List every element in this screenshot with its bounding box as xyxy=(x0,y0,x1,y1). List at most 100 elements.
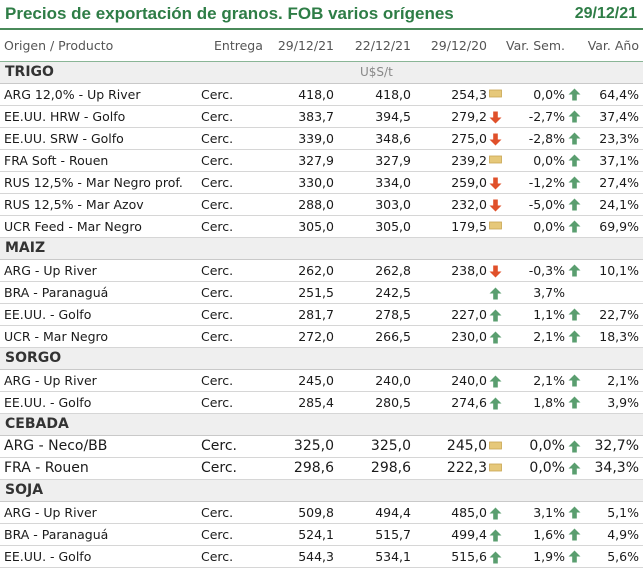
arrow-up-icon xyxy=(568,550,581,563)
arrow-down-icon xyxy=(489,111,502,124)
cell-price-d3: 239,2 xyxy=(451,153,487,168)
cell-entrega: Cerc. xyxy=(201,87,234,102)
cell-var-sem: 3,1% xyxy=(533,505,565,520)
cell-var-anio: 5,6% xyxy=(607,549,639,564)
title-bar: Precios de exportación de granos. FOB va… xyxy=(0,0,643,30)
cell-var-anio: 2,1% xyxy=(607,373,639,388)
table-row: EE.UU. - Golfo Cerc. 281,7 278,5 227,0 1,1% 22… xyxy=(0,304,643,326)
arrow-up-icon xyxy=(568,506,581,519)
cell-origen: EE.UU. - Golfo xyxy=(4,307,92,322)
cell-price-d3: 230,0 xyxy=(451,329,487,344)
arrow-up-icon xyxy=(568,264,581,277)
cell-price-d1: 330,0 xyxy=(298,175,334,190)
cell-price-d1: 251,5 xyxy=(298,285,334,300)
cell-origen: RUS 12,5% - Mar Azov xyxy=(4,197,144,212)
cell-price-d2: 348,6 xyxy=(375,131,411,146)
flat-bar-icon xyxy=(489,89,502,98)
cell-price-d2: 266,5 xyxy=(375,329,411,344)
table-row: ARG - Neco/BB Cerc. 325,0 325,0 245,0 0,0% 32,… xyxy=(0,436,643,458)
cell-price-d1: 262,0 xyxy=(298,263,334,278)
arrow-down-icon xyxy=(489,177,502,190)
cell-entrega: Cerc. xyxy=(201,197,234,212)
arrow-up-icon xyxy=(568,132,581,145)
cell-origen: ARG - Up River xyxy=(4,505,97,520)
arrow-up-icon xyxy=(568,110,581,123)
cell-price-d1: 285,4 xyxy=(298,395,334,410)
cell-entrega: Cerc. xyxy=(201,549,234,564)
cell-price-d1: 325,0 xyxy=(293,438,334,454)
cell-var-sem: 2,1% xyxy=(533,329,565,344)
cell-price-d2: 262,8 xyxy=(375,263,411,278)
col-header-var-sem: Var. Sem. xyxy=(506,38,565,53)
cell-entrega: Cerc. xyxy=(201,175,234,190)
cell-var-sem: 1,8% xyxy=(533,395,565,410)
arrow-up-icon xyxy=(489,331,502,344)
cell-var-anio: 4,9% xyxy=(607,527,639,542)
cell-price-d3: 232,0 xyxy=(451,197,487,212)
section-name: TRIGO xyxy=(5,64,54,80)
arrow-up-icon xyxy=(489,551,502,564)
cell-price-d1: 383,7 xyxy=(298,109,334,124)
table-row: EE.UU. HRW - Golfo Cerc. 383,7 394,5 279,2 -2… xyxy=(0,106,643,128)
flat-bar-icon xyxy=(489,221,502,230)
cell-price-d2: 280,5 xyxy=(375,395,411,410)
table-row: RUS 12,5% - Mar Negro prof. Cerc. 330,0 334… xyxy=(0,172,643,194)
cell-price-d2: 515,7 xyxy=(375,527,411,542)
cell-price-d1: 298,6 xyxy=(293,460,334,476)
cell-entrega: Cerc. xyxy=(201,438,237,454)
arrow-up-icon xyxy=(568,374,581,387)
cell-price-d1: 544,3 xyxy=(298,549,334,564)
cell-var-sem: 2,1% xyxy=(533,373,565,388)
cell-price-d3: 240,0 xyxy=(451,373,487,388)
table-row: UCR Feed - Mar Negro Cerc. 305,0 305,0 179,5… xyxy=(0,216,643,238)
cell-price-d3: 515,6 xyxy=(451,549,487,564)
cell-price-d3: 499,4 xyxy=(451,527,487,542)
cell-price-d2: 242,5 xyxy=(375,285,411,300)
cell-price-d3: 259,0 xyxy=(451,175,487,190)
arrow-up-icon xyxy=(568,154,581,167)
cell-var-anio: 69,9% xyxy=(599,219,639,234)
section-name: SOJA xyxy=(5,482,44,498)
cell-price-d2: 494,4 xyxy=(375,505,411,520)
cell-origen: FRA Soft - Rouen xyxy=(4,153,109,168)
cell-var-anio: 23,3% xyxy=(599,131,639,146)
section-unit: U$S/t xyxy=(360,65,393,79)
arrow-up-icon xyxy=(568,88,581,101)
cell-price-d2: 325,0 xyxy=(370,438,411,454)
arrow-up-icon xyxy=(568,308,581,321)
cell-entrega: Cerc. xyxy=(201,285,234,300)
cell-origen: RUS 12,5% - Mar Negro prof. xyxy=(4,175,183,190)
arrow-down-icon xyxy=(489,133,502,146)
cell-var-anio: 64,4% xyxy=(599,87,639,102)
cell-var-sem: -0,3% xyxy=(528,263,565,278)
cell-var-sem: 3,7% xyxy=(533,285,565,300)
cell-price-d3: 274,6 xyxy=(451,395,487,410)
cell-price-d3: 227,0 xyxy=(451,307,487,322)
col-header-date-3: 29/12/20 xyxy=(430,38,487,53)
cell-origen: ARG - Neco/BB xyxy=(4,438,108,454)
col-header-origen: Origen / Producto xyxy=(4,38,114,53)
flat-bar-icon xyxy=(489,155,502,164)
cell-price-d2: 278,5 xyxy=(375,307,411,322)
cell-entrega: Cerc. xyxy=(201,131,234,146)
cell-price-d3: 179,5 xyxy=(451,219,487,234)
cell-entrega: Cerc. xyxy=(201,373,234,388)
cell-price-d2: 298,6 xyxy=(370,460,411,476)
arrow-down-icon xyxy=(489,199,502,212)
arrow-up-icon xyxy=(568,462,581,475)
cell-price-d2: 303,0 xyxy=(375,197,411,212)
cell-var-sem: 1,6% xyxy=(533,527,565,542)
cell-origen: EE.UU. HRW - Golfo xyxy=(4,109,126,124)
cell-var-anio: 37,4% xyxy=(599,109,639,124)
cell-origen: BRA - Paranaguá xyxy=(4,527,109,542)
cell-origen: BRA - Paranaguá xyxy=(4,285,109,300)
arrow-up-icon xyxy=(568,198,581,211)
cell-price-d3: 222,3 xyxy=(446,460,487,476)
table-row: BRA - Paranaguá Cerc. 524,1 515,7 499,4 1,6% 4… xyxy=(0,524,643,546)
cell-price-d2: 240,0 xyxy=(375,373,411,388)
table-row: EE.UU. - Golfo Cerc. 544,3 534,1 515,6 1,9% 5,… xyxy=(0,546,643,568)
cell-origen: EE.UU. SRW - Golfo xyxy=(4,131,124,146)
section-header-trigo: TRIGO U$S/t xyxy=(0,62,643,84)
cell-entrega: Cerc. xyxy=(201,505,234,520)
table-row: EE.UU. - Golfo Cerc. 285,4 280,5 274,6 1,8% 3,… xyxy=(0,392,643,414)
